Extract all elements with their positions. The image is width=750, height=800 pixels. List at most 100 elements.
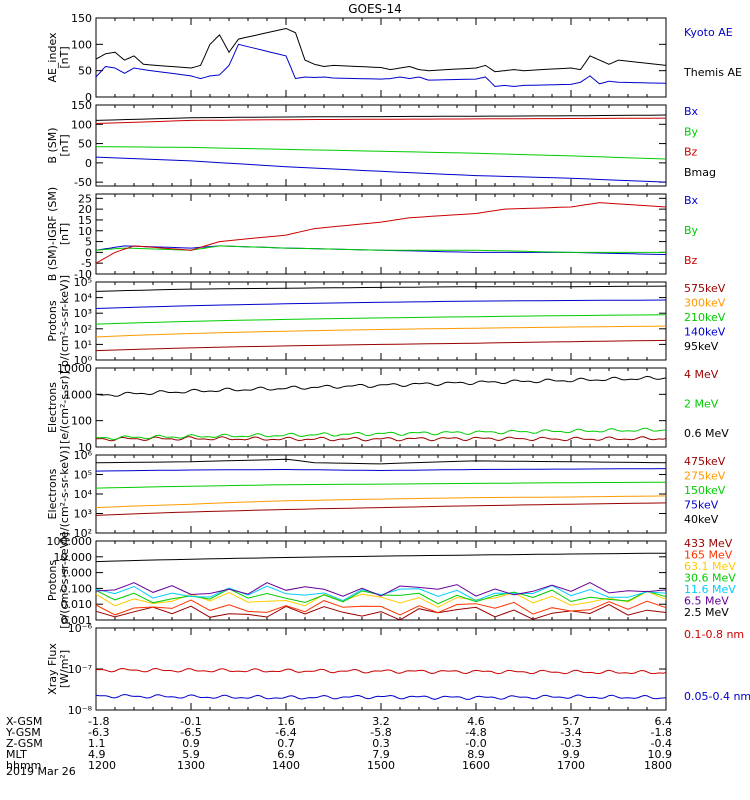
y-tick-label: 1000 xyxy=(64,388,92,401)
y-tick-label: -5 xyxy=(81,257,92,270)
y-axis-label: [p/(cm²-s-sr-keV)] xyxy=(58,532,71,629)
y-tick-label: 1.000 xyxy=(61,567,93,580)
legend-entry: 0.05-0.4 nm xyxy=(684,690,750,703)
legend-entry: 0.1-0.8 nm xyxy=(684,628,744,641)
y-axis-label: [W/m²] xyxy=(58,650,71,688)
axis-row-value: 1600 xyxy=(462,759,490,772)
series-line xyxy=(95,552,667,563)
y-axis-label: B (SM)-IGRF (SM) xyxy=(46,187,59,281)
panel-6: 0.001 0.010 0.100 1.000 10.000 100.000 Protons… xyxy=(46,532,736,629)
legend-entry: 6.5 MeV xyxy=(684,595,729,608)
y-tick-label: 10⁻⁷ xyxy=(68,663,92,676)
y-axis-label: [e/(cm²-s-sr-keV)] xyxy=(58,446,71,542)
y-tick-label: 0 xyxy=(85,157,92,170)
axis-row-value: -6.3 xyxy=(88,726,109,739)
axis-row-value: 6.9 xyxy=(277,748,295,761)
legend-entry: 275keV xyxy=(684,470,726,483)
legend-entry: 11.6 MeV xyxy=(684,583,736,596)
y-axis-label: [e/(cm²-s-sr)] xyxy=(58,371,71,444)
series-line xyxy=(95,495,667,509)
series-line xyxy=(95,27,667,73)
y-tick-label: 10⁻⁶ xyxy=(68,622,93,635)
y-tick-label: 10 xyxy=(78,225,92,238)
y-tick-label: 50 xyxy=(78,65,92,78)
y-tick-label: 10000 xyxy=(57,362,92,375)
y-tick-label: 10⁴ xyxy=(74,488,93,501)
y-tick-label: 20 xyxy=(78,203,92,216)
axis-row-value: 0.3 xyxy=(372,737,390,750)
series-line xyxy=(95,481,666,489)
y-tick-label: 10⁻⁸ xyxy=(68,704,93,717)
y-tick-label: 10² xyxy=(74,323,92,336)
axis-row-value: 1800 xyxy=(644,759,672,772)
series-line xyxy=(95,375,667,397)
legend-entry: 475keV xyxy=(684,455,726,468)
axis-row-value: 1300 xyxy=(177,759,205,772)
series-line xyxy=(95,156,667,183)
panel-7: 10⁻⁸ 10⁻⁷ 10⁻⁶ Xray Flux [W/m²] 0.1-0.8 nm 0.0… xyxy=(46,622,750,717)
legend-entry: 575keV xyxy=(684,282,726,295)
series-line xyxy=(95,458,667,465)
panel-frame xyxy=(95,454,667,534)
legend-entry: 30.6 MeV xyxy=(684,572,736,585)
axis-row-label: MLT xyxy=(6,748,27,761)
legend-entry: Bx xyxy=(684,105,699,118)
panel-0: 0 50 100 150 AE_index [nT] Kyoto AE Themis AE xyxy=(46,12,742,104)
y-tick-label: 10⁵ xyxy=(74,276,92,289)
axis-row-value: -3.4 xyxy=(560,726,581,739)
legend-entry: 150keV xyxy=(684,484,726,497)
y-tick-label: -10 xyxy=(74,268,92,281)
axis-row-label: hhmm xyxy=(6,759,41,772)
series-line xyxy=(95,427,667,441)
axis-row-value: 8.9 xyxy=(467,748,485,761)
y-tick-label: 5 xyxy=(85,236,92,249)
panel-frame xyxy=(95,540,667,621)
legend-entry: By xyxy=(684,125,699,138)
legend-entry: 300keV xyxy=(684,297,726,310)
series-line xyxy=(95,43,667,88)
legend-entry: 140keV xyxy=(684,326,726,339)
legend-entry: Themis AE xyxy=(683,66,742,79)
legend-entry: 0.6 MeV xyxy=(684,427,729,440)
series-line xyxy=(96,667,667,675)
legend-entry: Bx xyxy=(684,194,699,207)
series-line xyxy=(95,585,667,602)
y-axis-label: p/(cm²-s-sr-keV)] xyxy=(58,275,71,367)
y-tick-label: 25 xyxy=(78,192,92,205)
axis-row-value: 1700 xyxy=(557,759,585,772)
axis-row-value: 1.6 xyxy=(277,715,295,728)
axis-row-value: 4.9 xyxy=(88,748,106,761)
panel-frame xyxy=(95,104,667,187)
y-tick-label: 15 xyxy=(78,214,92,227)
legend-entry: 210keV xyxy=(684,311,726,324)
y-tick-label: 10³ xyxy=(74,307,92,320)
series-line xyxy=(95,599,667,616)
legend-entry: By xyxy=(684,224,699,237)
legend-entry: 165 MeV xyxy=(684,549,733,562)
y-tick-label: 10.000 xyxy=(54,551,93,564)
axis-row-value: 6.4 xyxy=(655,715,673,728)
panel-3: 10⁰ 10¹ 10² 10³ 10⁴ 10⁵ Protons p/(cm²-s-sr-keV… xyxy=(46,275,726,367)
series-line xyxy=(95,502,667,516)
axis-label-table: X-GSM -1.8 -0.1 1.6 3.2 4.6 5.7 6.4 Y-GSM -6.3 -6.… xyxy=(5,715,672,772)
axis-row-value: -5.8 xyxy=(370,726,391,739)
y-tick-label: 10¹ xyxy=(74,338,92,351)
y-tick-label: 100 xyxy=(71,118,92,131)
y-tick-label: 10³ xyxy=(74,508,92,521)
legend-entry: Bz xyxy=(684,146,698,159)
legend-entry: 2.5 MeV xyxy=(684,606,729,619)
y-axis-label: Electrons xyxy=(46,382,59,433)
series-line xyxy=(95,285,667,292)
axis-row-value: -6.4 xyxy=(275,726,296,739)
panel-frame xyxy=(95,17,667,98)
axis-row-value: -4.8 xyxy=(465,726,486,739)
y-axis-label: Xray Flux xyxy=(46,643,59,695)
y-tick-label: 150 xyxy=(71,12,92,25)
axis-row-label: Y-GSM xyxy=(5,726,41,739)
series-line xyxy=(95,114,667,121)
y-axis-label: [nT] xyxy=(58,223,71,245)
axis-row-value: 1.1 xyxy=(88,737,106,750)
y-tick-label: 100 xyxy=(71,38,92,51)
